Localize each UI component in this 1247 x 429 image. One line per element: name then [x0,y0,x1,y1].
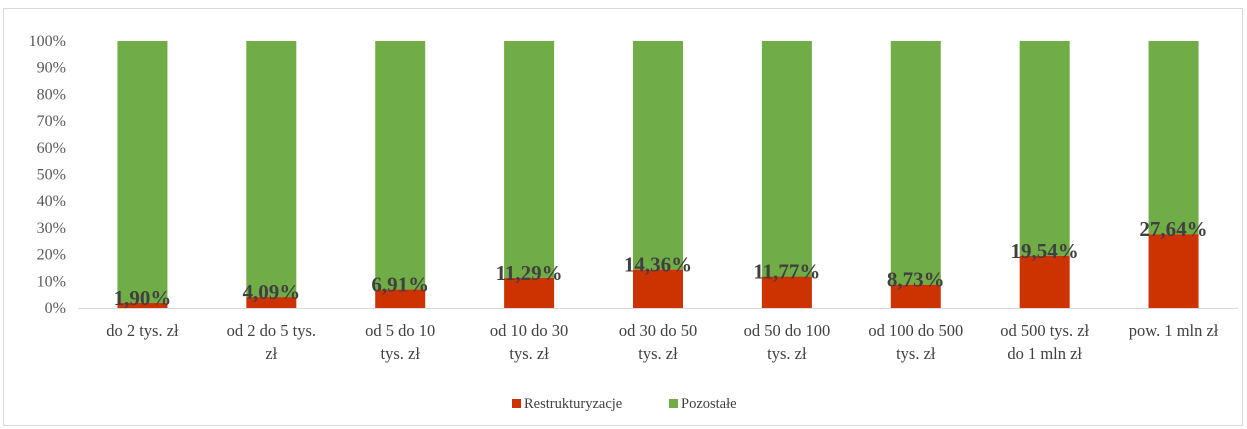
bar-restrukturyzacje [761,276,812,308]
data-label: 19,54% [1011,239,1079,263]
legend-item-pozostale-swatch [669,399,678,408]
y-tick-label: 20% [37,247,66,264]
bar-pozostale [633,41,683,270]
y-tick-label: 80% [37,86,66,103]
category-label: od 30 do 50 [619,321,697,340]
category-label: zł [265,344,277,363]
data-label: 8,73% [887,268,945,292]
y-tick-label: 0% [45,300,66,317]
category-label: od 50 do 100 [744,321,831,340]
bar-pozostale [246,41,297,298]
bar-restrukturyzacje [633,269,683,308]
data-label: 11,29% [496,261,563,285]
category-label: od 100 do 500 [868,321,963,340]
bar-pozostale [1019,41,1070,256]
legend-item-restrukturyzacje-swatch [512,399,521,408]
bar-restrukturyzacje [1019,255,1070,308]
y-tick-label: 10% [37,273,66,290]
category-label: od 2 do 5 tys. [227,321,316,340]
data-label: 11,77% [753,260,820,284]
y-tick-label: 60% [37,140,66,157]
category-label: od 5 do 10 [365,321,435,340]
category-label: tys. zł [638,344,678,363]
category-label: od 500 tys. zł [1000,321,1089,340]
bar-restrukturyzacje [375,289,426,308]
category-label: do 2 tys. zł [106,321,179,340]
data-label: 1,90% [114,286,172,310]
bar-restrukturyzacje [504,277,555,308]
category-label: tys. zł [381,344,421,363]
legend-item-pozostale-label: Pozostałe [681,396,737,412]
data-label: 6,91% [371,273,429,297]
bar-pozostale [117,41,168,303]
y-tick-label: 40% [37,193,66,210]
bar-pozostale [890,41,941,285]
bar-restrukturyzacje [246,297,297,308]
data-label: 27,64% [1139,217,1207,241]
y-tick-label: 90% [37,60,66,77]
bar-pozostale [1148,41,1199,235]
data-label: 14,36% [624,253,692,277]
category-label: tys. zł [896,344,936,363]
y-tick-label: 100% [29,33,66,50]
data-label: 4,09% [242,280,300,304]
y-tick-label: 70% [37,113,66,130]
bar-pozostale [504,41,555,278]
bar-restrukturyzacje [890,284,941,308]
bar-pozostale [375,41,426,290]
category-label: od 10 do 30 [490,321,568,340]
bar-restrukturyzacje [1148,234,1199,308]
category-label: tys. zł [509,344,549,363]
bar-restrukturyzacje [117,302,168,308]
bar-pozostale [761,41,812,277]
category-label: do 1 mln zł [1007,344,1082,363]
category-label: pow. 1 mln zł [1129,321,1219,340]
category-label: tys. zł [767,344,807,363]
legend-item-restrukturyzacje-label: Restrukturyzacje [524,396,622,412]
y-tick-label: 30% [37,220,66,237]
y-tick-label: 50% [37,167,66,184]
